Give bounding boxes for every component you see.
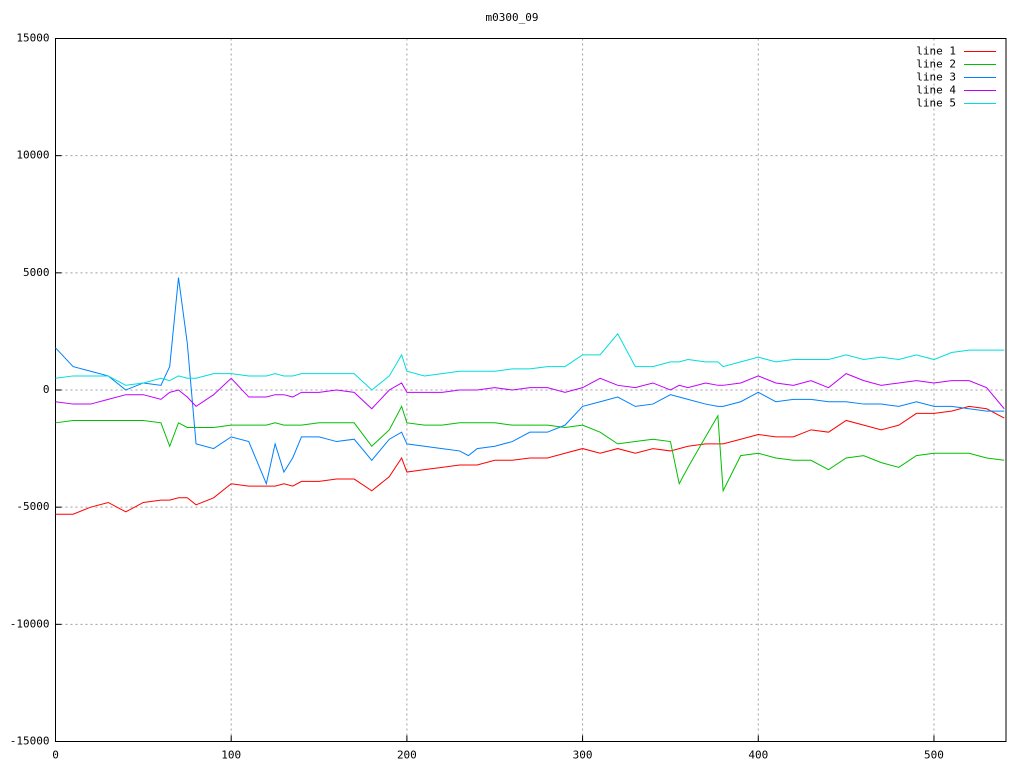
x-tick-label: 300	[573, 749, 593, 762]
x-tick-label: 400	[748, 749, 768, 762]
series-line	[55, 405, 1005, 515]
x-tick-label: 0	[52, 749, 59, 762]
series-line	[55, 277, 1005, 486]
y-tick-label: -5000	[16, 500, 49, 513]
legend-label: line 4	[916, 84, 956, 97]
plot-frame	[55, 38, 1007, 742]
y-tick-label: -10000	[10, 617, 50, 630]
y-tick-label: 15000	[16, 32, 49, 45]
series-line	[55, 405, 1005, 493]
legend-label: line 2	[916, 58, 956, 71]
y-tick-label: -15000	[10, 735, 50, 748]
series-line	[55, 332, 1005, 391]
y-tick-label: 10000	[16, 149, 49, 162]
y-tick-label: 5000	[23, 266, 50, 279]
legend-label: line 3	[916, 71, 956, 84]
x-tick-label: 500	[924, 749, 944, 762]
x-tick-label: 100	[221, 749, 241, 762]
y-tick-label: 0	[43, 383, 50, 396]
x-tick-label: 200	[397, 749, 417, 762]
chart-title: m0300_09	[486, 11, 539, 24]
legend-label: line 1	[916, 45, 956, 58]
series-line	[55, 373, 1005, 410]
legend-label: line 5	[916, 97, 956, 110]
